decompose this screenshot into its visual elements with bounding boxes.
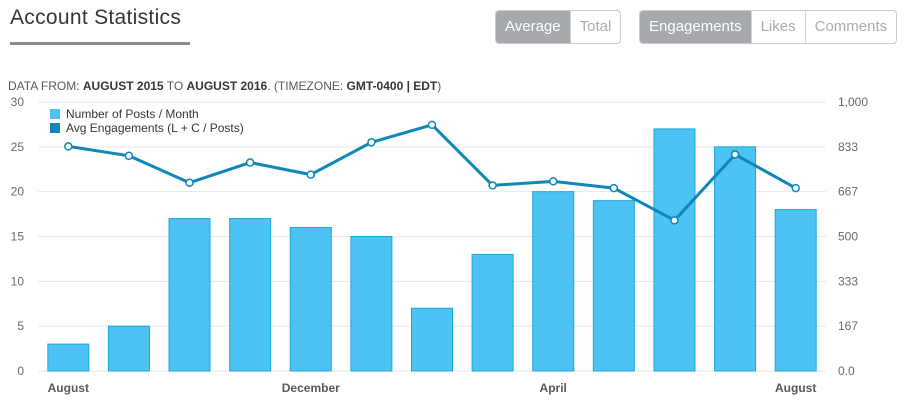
legend-swatch-bar <box>50 109 60 119</box>
engagement-point <box>609 183 619 193</box>
y-right-tick-label: 1,000 <box>838 95 868 109</box>
date-range-to-word: TO <box>163 79 187 93</box>
x-tick-label: April <box>540 381 567 395</box>
bar <box>411 307 453 372</box>
engagements-toggle-button[interactable]: Engagements <box>640 11 752 43</box>
x-tick-label: December <box>282 381 340 395</box>
engagement-point <box>185 178 194 187</box>
y-left-tick-label: 25 <box>11 140 25 154</box>
chart-legend: Number of Posts / Month Avg Engagements … <box>50 107 244 135</box>
engagement-point <box>548 177 558 186</box>
bar <box>774 209 817 372</box>
bar <box>47 343 90 372</box>
engagement-point <box>245 158 255 167</box>
date-range-to: AUGUST 2016 <box>186 79 268 93</box>
date-range-from: AUGUST 2015 <box>82 79 164 93</box>
legend-label-engagements: Avg Engagements (L + C / Posts) <box>66 121 244 135</box>
y-right-tick-label: 833 <box>838 140 858 154</box>
bar <box>229 218 272 372</box>
bar <box>714 146 757 372</box>
engagement-point <box>488 181 497 190</box>
engagement-point <box>367 138 376 147</box>
engagement-point <box>427 120 437 130</box>
legend-label-posts: Number of Posts / Month <box>66 107 199 121</box>
metric-toggle-group: Engagements Likes Comments <box>639 10 898 44</box>
y-left-tick-label: 10 <box>11 274 25 288</box>
engagement-point <box>670 216 679 225</box>
x-tick-label: August <box>48 381 89 395</box>
comments-toggle-button[interactable]: Comments <box>814 18 888 35</box>
likes-toggle-button[interactable]: Likes <box>752 11 806 43</box>
y-right-tick-label: 167 <box>838 319 858 333</box>
y-left-tick-label: 5 <box>17 319 24 333</box>
y-right-tick-label: 333 <box>838 274 858 288</box>
engagement-point <box>64 142 73 151</box>
x-tick-label: August <box>775 381 816 395</box>
timezone-prefix: . (TIMEZONE: <box>267 79 347 93</box>
y-left-tick-label: 15 <box>11 230 25 244</box>
legend-swatch-line <box>50 123 60 133</box>
title-underline <box>10 42 190 45</box>
bar <box>168 218 211 372</box>
y-right-tick-label: 667 <box>838 185 858 199</box>
date-range-prefix: DATA FROM: <box>8 79 83 93</box>
bar <box>471 253 514 372</box>
bar <box>592 200 635 372</box>
page-title: Account Statistics <box>10 6 182 29</box>
bar <box>653 128 696 372</box>
y-left-tick-label: 30 <box>11 95 25 109</box>
engagement-point <box>306 170 316 179</box>
y-right-tick-label: 500 <box>838 230 858 244</box>
engagement-point <box>124 151 134 161</box>
y-left-tick-label: 0 <box>17 364 24 378</box>
timezone-value: GMT-0400 | EDT <box>346 79 438 93</box>
bar <box>107 325 150 372</box>
mode-toggle-group: Average Total <box>495 10 622 44</box>
y-right-tick-label: 0.0 <box>838 364 855 378</box>
timezone-suffix: ) <box>437 79 442 93</box>
bar <box>289 227 332 372</box>
legend-item-posts[interactable]: Number of Posts / Month <box>50 107 244 121</box>
date-range-info: DATA FROM: AUGUST 2015 TO AUGUST 2016. (… <box>8 79 441 93</box>
bar <box>350 236 393 372</box>
legend-item-engagements[interactable]: Avg Engagements (L + C / Posts) <box>50 121 244 135</box>
average-toggle-button[interactable]: Average <box>496 11 571 43</box>
engagement-point <box>791 183 800 193</box>
bar <box>532 191 575 372</box>
engagement-point <box>730 150 740 159</box>
y-left-tick-label: 20 <box>11 185 25 199</box>
total-toggle-button[interactable]: Total <box>579 18 612 35</box>
